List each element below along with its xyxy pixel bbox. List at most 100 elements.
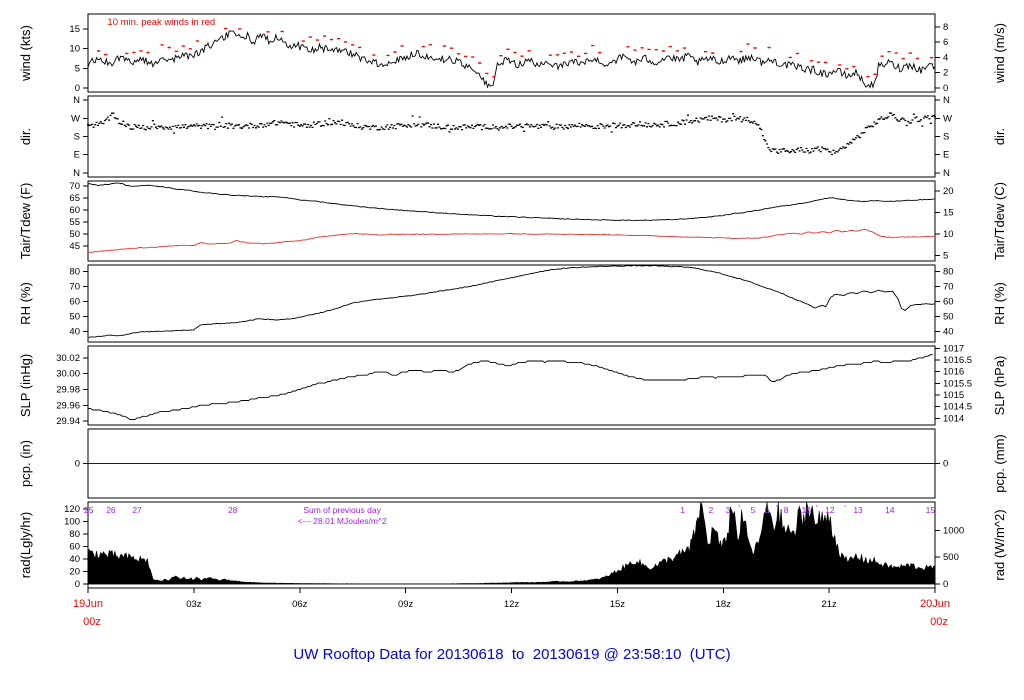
rad-right-axis-title: rad (W/m^2) — [992, 509, 1007, 580]
rh-right-tick-label: 80 — [943, 267, 954, 278]
rad-left-tick-label: 60 — [69, 542, 80, 553]
rad-annotation: 27 — [132, 505, 142, 515]
rad-annotation: 28 — [228, 505, 238, 515]
rad-annotation: 15 — [926, 505, 936, 515]
temp-right-tick-label: 15 — [943, 207, 954, 218]
pcp-left-axis-title: pcp. (in) — [18, 440, 33, 487]
rh-right-axis-title: RH (%) — [992, 282, 1007, 325]
dir-left-tick-label: E — [74, 150, 80, 161]
wind-right-axis-title: wind (m/s) — [992, 23, 1007, 84]
dewpoint-temperature-trace — [87, 228, 936, 254]
slp-left-axis-title: SLP (inHg) — [18, 354, 33, 417]
rad-annotation: 1 — [680, 505, 685, 515]
wind-speed-trace — [87, 30, 936, 89]
temp-left-axis-title: Tair/Tdew (F) — [18, 183, 33, 260]
rad-annotation: ' — [844, 503, 846, 513]
rh-right-tick-label: 60 — [943, 296, 954, 307]
temp-left-tick-label: 50 — [69, 229, 80, 240]
rh-left-axis-title: RH (%) — [18, 282, 33, 325]
x-tick-label: 21z — [821, 599, 837, 610]
wind-frame — [87, 13, 936, 93]
rad-annotation: 3 — [725, 505, 730, 515]
rh-left-tick-label: 60 — [69, 296, 80, 307]
peak-wind-marks — [97, 27, 934, 78]
x-tick-label: 15z — [610, 599, 626, 610]
dir-left-tick-label: S — [74, 132, 80, 143]
wind-right-tick-label: 4 — [943, 52, 948, 63]
rad-annotation: 25 — [84, 505, 94, 515]
wind-direction-dots — [87, 112, 936, 156]
rad-annotation: <--- 28.01 MJoules/m^2 — [297, 516, 387, 526]
panel-wind: 0 5 10 15 0 2 4 6 8 wind (kts) wind (m/s) 10 min. p… — [18, 13, 1007, 94]
rh-right-tick-label: 70 — [943, 282, 954, 293]
rad-annotation: 2 — [709, 505, 714, 515]
x-tick-label: 18z — [716, 599, 732, 610]
dir-right-tick-label: S — [943, 132, 949, 143]
x-axis: 19Jun 00z 03z 06z 09z 12z 15z 18z 21z 20Jun 00z — [73, 588, 950, 628]
x-tick-label: 06z — [292, 599, 308, 610]
dir-left-tick-label: N — [73, 95, 80, 106]
wind-left-tick-label: 0 — [75, 83, 80, 94]
rh-left-tick-label: 70 — [69, 282, 80, 293]
panel-rh: 40 50 60 70 80 40 50 60 70 80 RH (%) RH (%) — [18, 264, 1007, 343]
temp-left-tick-label: 45 — [69, 241, 80, 252]
sea-level-pressure-trace — [88, 354, 933, 420]
dir-left-tick-label: W — [71, 113, 80, 124]
rad-annotation: 8 — [784, 505, 789, 515]
slp-left-tick-label: 29.94 — [56, 416, 80, 427]
slp-right-tick-label: 1014.5 — [943, 402, 972, 413]
rad-annotation: ' — [776, 503, 778, 513]
temp-left-tick-label: 70 — [69, 181, 80, 192]
wind-right-tick-label: 8 — [943, 22, 948, 33]
wind-left-tick-label: 5 — [75, 63, 80, 74]
rad-annotation: Sum of previous day — [303, 505, 381, 515]
temp-frame — [87, 180, 936, 262]
wind-left-tick-label: 10 — [69, 44, 80, 55]
dir-frame — [87, 95, 936, 178]
x-tick-label2: 00z — [930, 616, 948, 628]
temp-right-tick-label: 20 — [943, 186, 954, 197]
rad-annotation: 13 — [853, 505, 863, 515]
relative-humidity-trace — [87, 264, 936, 338]
rad-annotation: 10 — [801, 505, 811, 515]
rad-annotation: 12 — [825, 505, 835, 515]
panel-slp: 29.9429.9629.9830.0030.0210141014.510151… — [18, 343, 1007, 427]
slp-right-tick-label: 1016.5 — [943, 355, 972, 366]
wind-right-tick-label: 6 — [943, 37, 948, 48]
rh-right-tick-label: 40 — [943, 326, 954, 337]
slp-frame — [87, 345, 936, 426]
rad-annotation: ' — [816, 503, 818, 513]
slp-right-tick-label: 1014 — [943, 413, 964, 424]
temp-right-tick-label: 10 — [943, 229, 954, 240]
rad-annotation: 5 — [751, 505, 756, 515]
dir-right-tick-label: N — [943, 168, 950, 179]
pcp-left-tick-label: 0 — [75, 459, 80, 470]
rad-left-tick-label: 120 — [64, 504, 80, 515]
x-tick-label: 12z — [504, 599, 520, 610]
temp-left-tick-label: 65 — [69, 193, 80, 204]
rad-right-tick-label: 0 — [943, 579, 948, 590]
rad-left-tick-label: 100 — [64, 517, 80, 528]
temp-left-tick-label: 55 — [69, 217, 80, 228]
rad-left-tick-label: 80 — [69, 529, 80, 540]
rad-annotation: ' — [738, 503, 740, 513]
rh-right-tick-label: 50 — [943, 311, 954, 322]
rh-left-tick-label: 50 — [69, 311, 80, 322]
page-title: UW Rooftop Data for 20130618 to 20130619… — [293, 646, 731, 663]
slp-left-tick-label: 30.02 — [56, 353, 80, 364]
dir-right-axis-title: dir. — [992, 128, 1007, 145]
rad-annotation: 6 — [765, 505, 770, 515]
rad-left-tick-label: 0 — [75, 579, 80, 590]
rad-left-axis-title: rad(Lgly/hr) — [18, 512, 33, 578]
wind-left-axis-title: wind (kts) — [18, 25, 33, 82]
slp-left-tick-label: 29.98 — [56, 384, 80, 395]
x-tick-label: 09z — [398, 599, 414, 610]
slp-right-tick-label: 1015.5 — [943, 378, 972, 389]
rh-frame — [87, 264, 936, 343]
temp-right-tick-label: 5 — [943, 251, 948, 262]
solar-radiation-area — [87, 501, 936, 585]
pcp-right-tick-label: 0 — [943, 459, 948, 470]
